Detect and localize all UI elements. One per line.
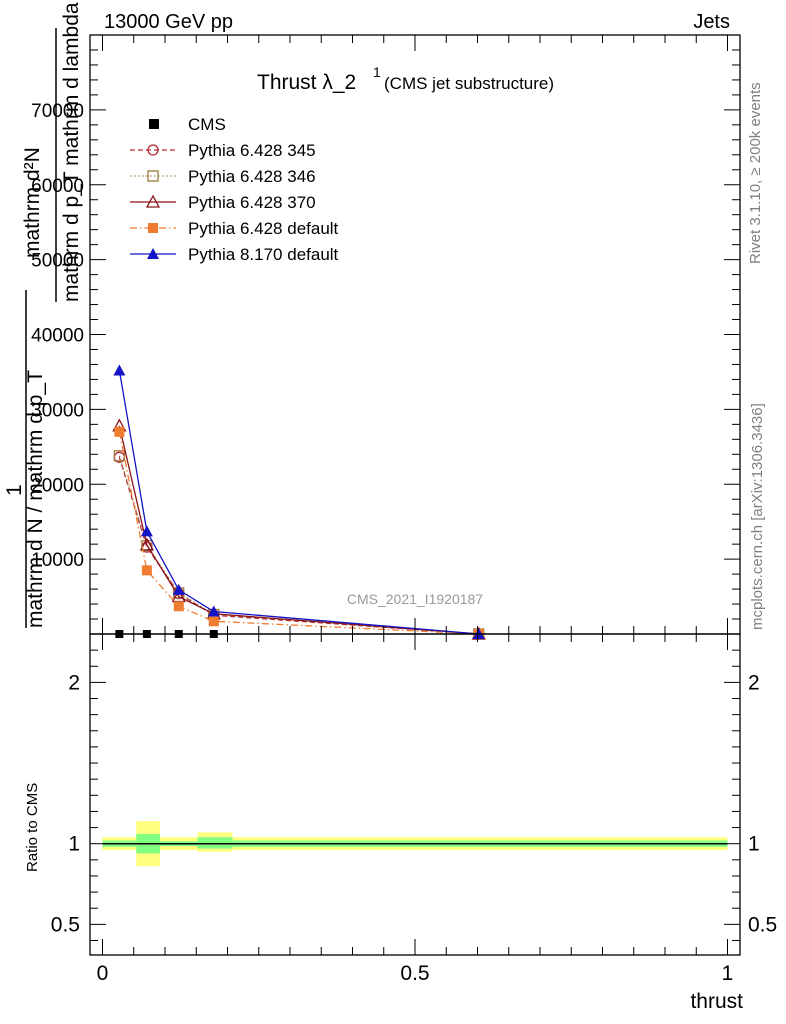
data-point [140,525,153,537]
legend-marker [149,119,159,129]
y-tick-label: 30000 [31,400,84,421]
ylabel-prefix-denominator: mathrm d N / mathrm d p_T [24,370,47,628]
source-text: mcplots.cern.ch [arXiv:1306.3436] [749,403,766,630]
watermark: CMS_2021_I1920187 [347,591,483,607]
legend-entry: Pythia 6.428 default [130,219,339,238]
legend-marker [148,223,158,233]
legend-entry: Pythia 6.428 345 [130,141,316,160]
legend-label: Pythia 6.428 370 [188,193,316,212]
legend-label: Pythia 6.428 default [188,219,339,238]
chart-title: Thrust λ_2 [257,71,356,94]
x-axis-label: thrust [690,990,743,1013]
series-line [118,457,479,635]
data-point [208,616,219,627]
series-line [118,425,479,635]
x-tick-label: 0 [97,962,109,985]
data-point [172,583,185,595]
series-line [118,455,479,635]
series-5 [113,364,485,639]
ratio-frame [89,633,741,956]
data-point [113,450,126,462]
ratio-y-tick-label-right: 1 [748,833,760,856]
legend-marker [145,194,161,208]
main-plot-area: Thrust λ_2 1(CMS jet substructure) CMS_202… [31,34,741,640]
y-tick-label: 10000 [31,550,84,571]
y-tick-label: 20000 [31,475,84,496]
data-point [113,364,126,376]
legend-label: Pythia 6.428 346 [188,167,316,186]
legend-entry: Pythia 8.170 default [130,245,339,264]
ylabel-denominator: mathrm d p_T mathrm d lambda [60,2,83,302]
ylabel-numerator: mathrm d²N [21,147,44,258]
ratio-y-tick-label-right: 2 [748,671,760,694]
chart-title-note: (CMS jet substructure) [384,74,554,93]
main-y-axis-label: mathrm d²N mathrm d p_T mathrm d lambda … [3,2,83,628]
ratio-y-tick-label: 1 [68,833,80,856]
legend-label: Pythia 8.170 default [188,245,339,264]
ylabel-prefix-numerator: 1 [3,484,26,496]
data-point [139,537,154,551]
legend-marker [147,144,159,156]
uncertainty-band-inner [197,837,233,849]
ratio-plot-area: 0.5 0.5 1 1 2 2 0 0.5 1 [51,633,777,985]
y-tick-label: 60000 [31,176,84,197]
ratio-y-tick-label-right: 0.5 [748,913,777,936]
legend-label: CMS [188,115,226,134]
series-1 [113,451,485,640]
x-tick-label: 0.5 [400,962,429,985]
series-2 [113,450,485,640]
legend-entry: CMS [149,115,226,134]
ratio-y-axis-label: Ratio to CMS [24,783,41,872]
ratio-y-tick-label: 0.5 [51,913,80,936]
data-point [207,605,220,617]
y-tick-label: 50000 [31,251,84,272]
chart-title-superscript: 1 [373,64,381,80]
x-tick-label: 1 [722,962,734,985]
legend-marker [147,248,159,259]
y-tick-label: 40000 [31,326,84,347]
legend-entry: Pythia 6.428 370 [130,193,316,212]
series-4 [114,426,484,639]
data-point [141,565,152,576]
legend-marker [147,170,159,182]
header-energy: 13000 GeV pp [104,11,233,33]
data-point [173,601,184,612]
ratio-y-tick-label: 2 [68,671,80,694]
header-category: Jets [693,11,730,33]
data-point [114,426,125,437]
y-tick-label: 70000 [31,101,84,122]
legend-label: Pythia 6.428 345 [188,141,316,160]
rivet-version-text: Rivet 3.1.10, ≥ 200k events [747,82,764,264]
legend-entry: Pythia 6.428 346 [130,167,316,186]
